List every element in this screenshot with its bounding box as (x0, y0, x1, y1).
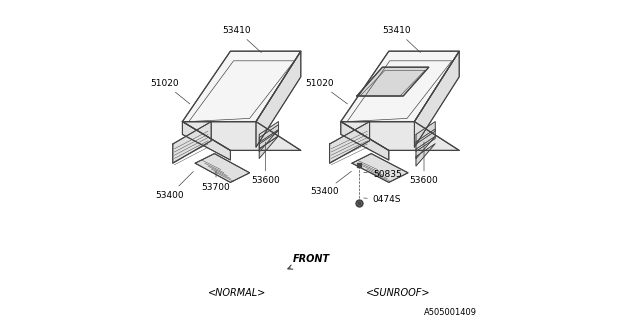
Polygon shape (182, 51, 301, 122)
Polygon shape (415, 51, 460, 147)
Polygon shape (256, 51, 301, 147)
Text: 53600: 53600 (252, 142, 280, 185)
Text: 53400: 53400 (156, 172, 193, 200)
Text: 53400: 53400 (310, 171, 351, 196)
Polygon shape (340, 51, 460, 122)
Polygon shape (259, 122, 278, 144)
Polygon shape (416, 129, 435, 151)
Polygon shape (259, 136, 278, 158)
Text: A505001409: A505001409 (424, 308, 477, 317)
Polygon shape (416, 122, 435, 144)
Polygon shape (182, 122, 230, 160)
Text: 53600: 53600 (410, 142, 438, 185)
Polygon shape (330, 122, 370, 163)
Text: 53410: 53410 (383, 26, 420, 52)
Text: 0474S: 0474S (364, 196, 401, 204)
Text: FRONT: FRONT (288, 254, 330, 269)
Polygon shape (259, 130, 278, 152)
Text: 53700: 53700 (202, 171, 230, 192)
Polygon shape (173, 122, 211, 163)
Polygon shape (259, 125, 278, 149)
Polygon shape (416, 136, 435, 159)
Polygon shape (352, 154, 408, 182)
Polygon shape (182, 122, 301, 150)
Text: 53410: 53410 (223, 26, 261, 52)
Polygon shape (416, 144, 435, 166)
Polygon shape (195, 154, 250, 182)
Polygon shape (340, 122, 460, 150)
Text: 50835: 50835 (364, 170, 401, 179)
Text: 51020: 51020 (150, 79, 190, 104)
Text: <SUNROOF>: <SUNROOF> (366, 288, 431, 298)
Text: 51020: 51020 (305, 79, 348, 104)
Polygon shape (357, 67, 429, 96)
Polygon shape (340, 122, 388, 160)
Text: <NORMAL>: <NORMAL> (207, 288, 266, 298)
